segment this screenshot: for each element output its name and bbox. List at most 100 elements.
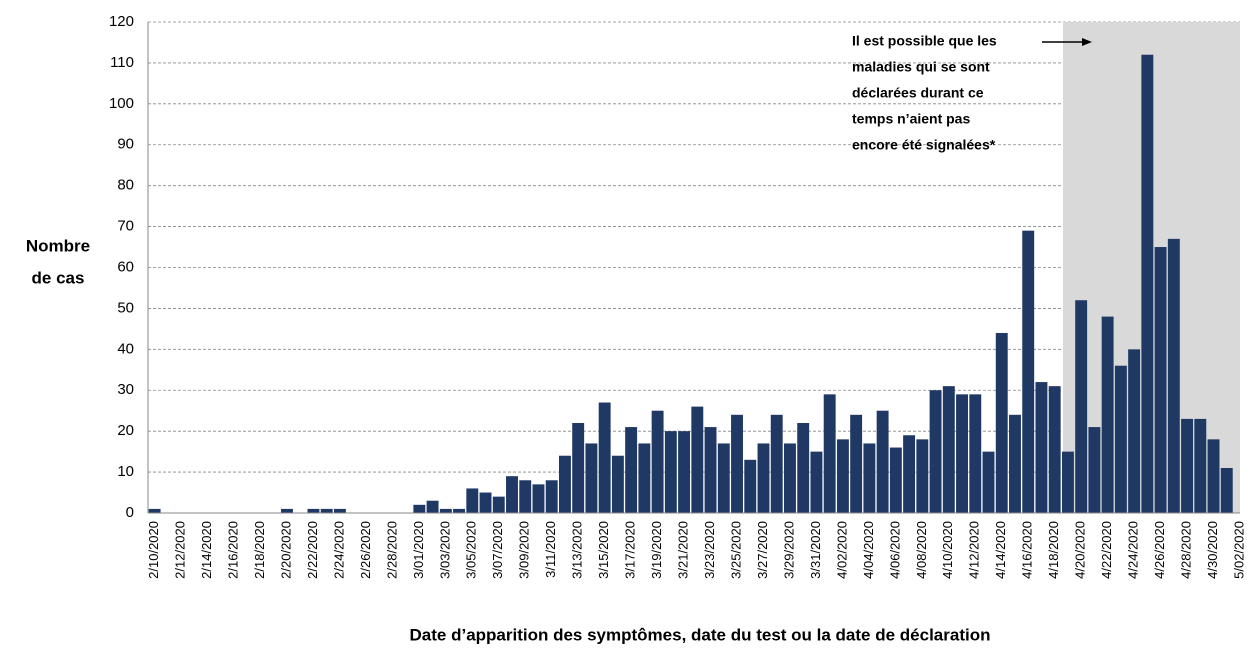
x-tick-label: 3/01/2020 <box>411 521 426 579</box>
bar <box>810 451 823 513</box>
bar <box>333 508 346 513</box>
x-tick-label: 3/11/2020 <box>543 521 558 578</box>
bar <box>1220 467 1233 513</box>
y-tick-label: 100 <box>109 95 134 112</box>
x-tick-label: 2/16/2020 <box>225 521 240 579</box>
bar <box>320 508 333 513</box>
x-tick-label: 4/12/2020 <box>967 521 982 579</box>
y-tick-label: 60 <box>117 258 134 275</box>
x-tick-label: 3/03/2020 <box>437 521 452 579</box>
y-tick-label: 80 <box>117 177 134 194</box>
y-tick-label: 30 <box>117 381 134 398</box>
annotation: déclarées durant ce <box>852 85 984 101</box>
bar <box>413 504 426 513</box>
y-tick-label: 70 <box>117 218 134 235</box>
bar <box>1167 238 1180 513</box>
x-tick-label: 3/13/2020 <box>570 521 585 579</box>
x-tick-label: 3/27/2020 <box>755 521 770 579</box>
bar <box>1022 230 1035 514</box>
bar <box>611 455 624 513</box>
bar <box>453 508 466 513</box>
bar <box>744 459 757 513</box>
bar <box>651 410 664 513</box>
bar <box>1141 54 1154 513</box>
bar <box>1181 418 1194 513</box>
bar <box>492 496 505 513</box>
bar <box>731 414 743 513</box>
y-axis-label: Nombre <box>26 236 90 255</box>
x-tick-label: 4/18/2020 <box>1046 521 1061 579</box>
bar <box>1009 414 1021 513</box>
bar <box>823 394 836 513</box>
x-tick-label: 4/22/2020 <box>1099 521 1114 579</box>
x-tick-label: 3/31/2020 <box>808 521 823 579</box>
x-tick-label: 4/10/2020 <box>940 521 955 579</box>
bar <box>625 427 638 513</box>
x-tick-label: 4/20/2020 <box>1073 521 1088 579</box>
x-tick-label: 4/04/2020 <box>861 521 876 579</box>
bar <box>585 443 598 513</box>
x-tick-label: 3/09/2020 <box>517 521 532 579</box>
x-tick-label: 2/26/2020 <box>358 521 373 579</box>
x-tick-label: 2/18/2020 <box>252 521 267 579</box>
bar <box>717 443 730 513</box>
y-tick-label: 10 <box>117 463 134 480</box>
y-tick-label: 120 <box>109 13 134 30</box>
bar <box>995 332 1008 513</box>
bar <box>281 508 293 513</box>
bar <box>704 427 717 513</box>
bar <box>770 414 783 513</box>
bar <box>426 500 439 513</box>
y-tick-label: 90 <box>117 136 134 153</box>
x-tick-label: 3/19/2020 <box>649 521 664 579</box>
y-tick-label: 110 <box>110 54 134 71</box>
grid <box>148 21 1240 473</box>
bar <box>1128 349 1141 513</box>
bar <box>929 390 942 513</box>
bar <box>956 394 968 513</box>
annotation: temps n’aient pas <box>852 111 970 127</box>
x-tick-label: 2/28/2020 <box>384 521 399 579</box>
x-tick-label: 3/07/2020 <box>490 521 505 579</box>
bar <box>1088 427 1101 513</box>
bar <box>850 414 863 513</box>
bar <box>889 447 902 513</box>
bar <box>572 422 585 513</box>
bar <box>545 480 558 513</box>
bar <box>836 439 849 513</box>
bar <box>1035 382 1048 513</box>
bar <box>757 443 770 513</box>
bar <box>519 480 532 513</box>
bar <box>466 488 479 513</box>
bar <box>1207 439 1220 513</box>
x-tick-label: 4/26/2020 <box>1152 521 1167 579</box>
bar <box>598 402 611 513</box>
bar <box>558 455 571 513</box>
x-axis-label: Date d’apparition des symptômes, date du… <box>410 625 991 644</box>
y-tick-label: 40 <box>117 340 134 357</box>
bar <box>863 443 876 513</box>
x-tick-label: 3/21/2020 <box>676 521 691 579</box>
annotation: Il est possible que les <box>852 33 997 49</box>
x-tick-label: 2/22/2020 <box>305 521 320 579</box>
x-tick-label: 2/14/2020 <box>199 521 214 579</box>
bar <box>784 443 796 513</box>
x-tick-label: 3/17/2020 <box>623 521 638 579</box>
bar <box>1048 386 1061 513</box>
annotation: maladies qui se sont <box>852 59 990 75</box>
bar <box>678 431 691 513</box>
bar <box>916 439 929 513</box>
x-tick-label: 2/20/2020 <box>278 521 293 579</box>
bar <box>903 435 916 513</box>
x-tick-label: 4/02/2020 <box>834 521 849 579</box>
bar <box>969 394 982 513</box>
y-tick-label: 20 <box>117 422 134 439</box>
x-tick-label: 2/24/2020 <box>331 521 346 579</box>
bar <box>1154 247 1167 513</box>
bar <box>1075 300 1088 513</box>
x-tick-label: 4/14/2020 <box>993 521 1008 579</box>
x-tick-label: 5/02/2020 <box>1231 521 1246 579</box>
bar <box>1101 316 1114 513</box>
bar <box>148 508 161 513</box>
y-tick-label: 50 <box>117 299 134 316</box>
